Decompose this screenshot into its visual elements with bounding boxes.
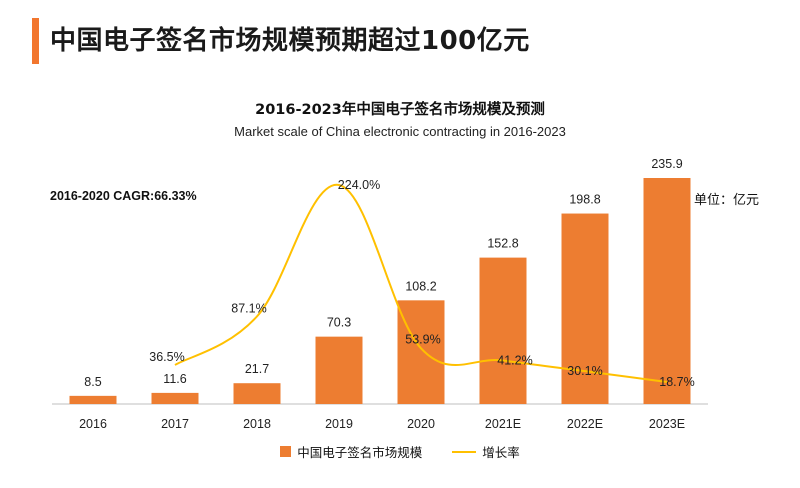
bar	[151, 392, 199, 404]
bar	[643, 178, 691, 404]
x-tick-label: 2019	[325, 417, 353, 431]
unit-label: 单位：亿元	[694, 193, 760, 208]
cagr-annotation: 2016-2020 CAGR:66.33%	[50, 189, 197, 203]
legend-bar-label: 中国电子签名市场规模	[297, 445, 423, 460]
bar-value-label: 108.2	[405, 279, 436, 293]
legend-item-line: 增长率	[452, 442, 520, 461]
chart-legend: 中国电子签名市场规模 增长率	[0, 442, 800, 461]
bar-value-label: 11.6	[163, 372, 186, 386]
chart-title: 2016-2023年中国电子签名市场规模及预测	[255, 102, 545, 118]
growth-rate-label: 87.1%	[231, 301, 266, 315]
chart-subtitle: Market scale of China electronic contrac…	[234, 124, 566, 139]
growth-rate-line	[174, 183, 668, 384]
bar-value-label: 235.9	[651, 157, 682, 171]
legend-item-bar: 中国电子签名市场规模	[280, 442, 422, 461]
x-tick-label: 2020	[407, 417, 435, 431]
bar-value-label: 8.5	[84, 375, 101, 389]
bar	[69, 395, 117, 404]
bar	[479, 257, 527, 404]
bar-value-label: 198.8	[569, 193, 600, 207]
bar-value-label: 152.8	[487, 237, 518, 251]
growth-rate-label: 18.7%	[659, 375, 694, 389]
x-tick-label: 2021E	[485, 417, 521, 431]
x-tick-label: 2018	[243, 417, 271, 431]
legend-line-swatch	[452, 450, 477, 453]
growth-rate-label: 30.1%	[567, 364, 602, 378]
growth-rate-label: 41.2%	[497, 353, 532, 367]
header-accent-bar	[32, 18, 39, 64]
bar	[397, 300, 445, 404]
bar-value-label: 70.3	[327, 316, 351, 330]
x-tick-label: 2016	[79, 417, 107, 431]
x-tick-label: 2017	[161, 417, 189, 431]
bar	[315, 336, 363, 404]
bar	[233, 383, 281, 404]
bar-value-label: 21.7	[245, 362, 269, 376]
legend-line-label: 增长率	[482, 445, 520, 460]
growth-rate-label: 53.9%	[405, 332, 440, 346]
x-tick-label: 2022E	[567, 417, 603, 431]
page-title: 中国电子签名市场规模预期超过100亿元	[50, 26, 530, 56]
x-tick-label: 2023E	[649, 417, 685, 431]
growth-rate-label: 36.5%	[149, 350, 184, 364]
legend-bar-swatch	[280, 446, 292, 457]
growth-rate-label: 224.0%	[338, 178, 380, 192]
